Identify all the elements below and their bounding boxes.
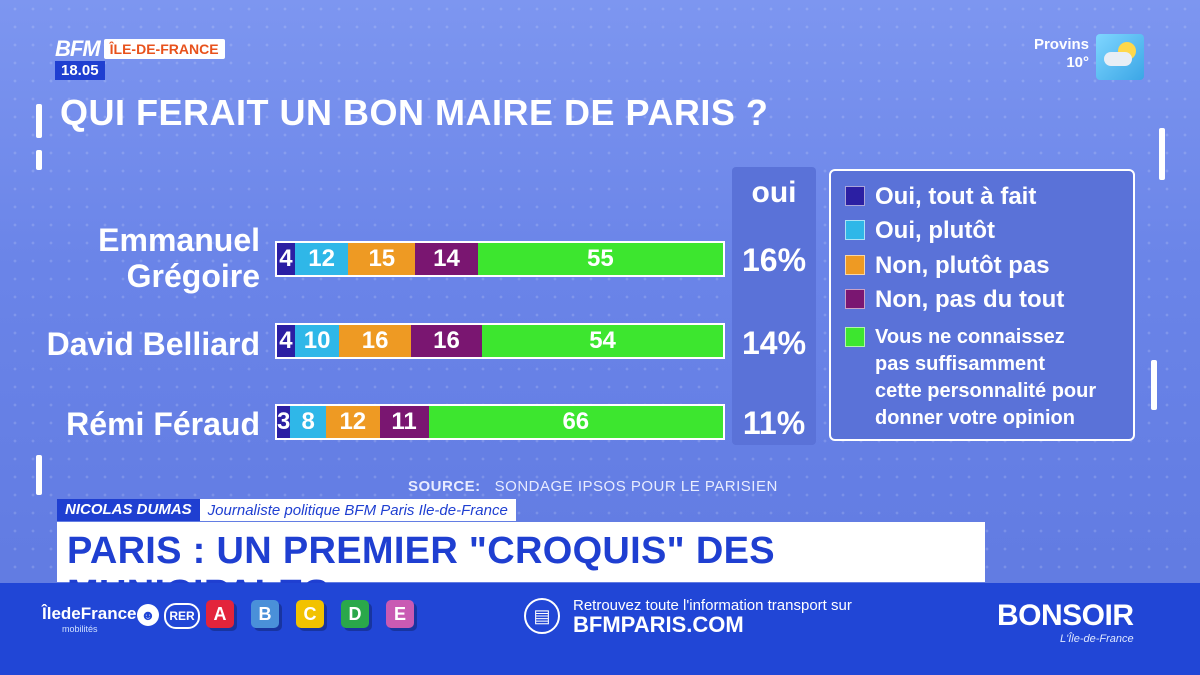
legend-item: Oui, tout à fait [845, 183, 1036, 211]
source-text: SONDAGE IPSOS POUR LE PARISIEN [494, 478, 778, 495]
decor-bar [1151, 360, 1157, 410]
rer-badge: RER [164, 603, 200, 629]
oui-total: 14% [741, 325, 807, 361]
stacked-bar: 3 8 12 11 66 [275, 404, 725, 440]
legend-item: Vous ne connaissez pas suffisamment cett… [845, 324, 1096, 432]
show-title: BONSOIR [997, 599, 1134, 632]
pedestrian-icon: ☻ [137, 604, 159, 626]
bar-segment: 11 [379, 406, 429, 438]
candidate-name: Emmanuel Grégoire [98, 222, 260, 294]
chart-source: SOURCE: SONDAGE IPSOS POUR LE PARISIEN [408, 478, 778, 495]
chart-legend: Oui, tout à fait Oui, plutôt Non, plutôt… [829, 169, 1135, 441]
clock: 18.05 [55, 61, 105, 80]
candidate-name: Rémi Féraud [66, 406, 260, 442]
decor-bar [36, 150, 42, 170]
legend-swatch [845, 255, 865, 275]
bar-segment: 16 [410, 325, 483, 357]
weather-temp: 10° [1066, 54, 1089, 71]
legend-label: Oui, plutôt [875, 217, 995, 244]
operator-sub: mobilités [62, 624, 98, 634]
bar-segment: 66 [428, 406, 723, 438]
legend-swatch [845, 289, 865, 309]
chart-title: QUI FERAIT UN BON MAIRE DE PARIS ? [60, 92, 769, 133]
brand-name: BFM [55, 36, 101, 61]
decor-bar [1159, 128, 1165, 180]
candidate-name-line: Grégoire [126, 258, 260, 294]
stacked-bar: 4 12 15 14 55 [275, 241, 725, 277]
bar-segment: 12 [294, 243, 349, 275]
oui-column [732, 167, 816, 445]
legend-label-line: Vous ne connaissez [875, 326, 1065, 348]
bar-segment: 3 [277, 406, 291, 438]
bar-segment: 10 [294, 325, 340, 357]
candidate-name: David Belliard [46, 326, 260, 362]
bar-segment: 55 [477, 243, 723, 275]
sun-cloud-icon [1096, 34, 1144, 80]
legend-label-line: cette personnalité pour [875, 380, 1097, 402]
bar-segment: 16 [339, 325, 411, 357]
decor-bar [36, 455, 42, 495]
legend-label-line: donner votre opinion [875, 407, 1075, 429]
legend-item: Non, pas du tout [845, 286, 1064, 314]
legend-label-line: pas suffisamment [875, 353, 1046, 375]
rer-line-d: D [341, 600, 369, 628]
rer-line-b: B [251, 600, 279, 628]
speaker-role: Journaliste politique BFM Paris Ile-de-F… [207, 501, 508, 519]
headline-banner: PARIS : UN PREMIER "CROQUIS" DES MUNICIP… [57, 522, 985, 615]
candidate-name-line: Emmanuel [98, 222, 260, 258]
legend-swatch [845, 220, 865, 240]
weather-widget: Provins 10° [1025, 36, 1089, 72]
show-subtitle: L'Île-de-France [1060, 633, 1134, 645]
oui-total: 11% [742, 405, 806, 441]
speaker-nameplate: NICOLAS DUMAS Journaliste politique BFM … [57, 499, 516, 521]
footer-message: Retrouvez toute l'information transport … [573, 597, 852, 614]
oui-total: 16% [741, 242, 807, 278]
decor-bar [36, 104, 42, 138]
legend-item: Oui, plutôt [845, 217, 995, 245]
bar-segment: 12 [326, 406, 380, 438]
operator-name: ÎledeFrance [42, 604, 137, 623]
channel-logo: BFM ÎLE-DE-FRANCE [55, 36, 225, 62]
bar-segment: 14 [415, 243, 478, 275]
legend-label: Non, pas du tout [875, 286, 1065, 313]
bar-segment: 4 [277, 325, 295, 357]
footer-site: BFMPARIS.COM [573, 612, 744, 637]
legend-label: Vous ne connaissez pas suffisamment cett… [875, 324, 1096, 432]
rer-line-a: A [206, 600, 234, 628]
bar-segment: 15 [348, 243, 416, 275]
train-icon: ▤ [524, 598, 560, 634]
speaker-name: NICOLAS DUMAS [57, 499, 200, 521]
rer-line-e: E [386, 600, 414, 628]
legend-item: Non, plutôt pas [845, 252, 1050, 280]
bar-segment: 8 [290, 406, 327, 438]
weather-city: Provins [1033, 36, 1089, 53]
source-label: SOURCE: [408, 478, 481, 495]
rer-line-c: C [296, 600, 324, 628]
stacked-bar: 4 10 16 16 54 [275, 323, 725, 359]
region-badge: ÎLE-DE-FRANCE [103, 39, 225, 59]
legend-label: Non, plutôt pas [875, 252, 1050, 279]
bar-segment: 4 [277, 243, 295, 275]
legend-swatch [845, 186, 865, 206]
operator-logo: ÎledeFrance mobilités [42, 604, 137, 634]
show-logo: BONSOIR L'Île-de-France [985, 583, 1200, 675]
legend-label: Oui, tout à fait [875, 183, 1037, 210]
legend-swatch [845, 327, 865, 347]
bar-segment: 54 [482, 325, 723, 357]
oui-header: oui [751, 176, 797, 209]
